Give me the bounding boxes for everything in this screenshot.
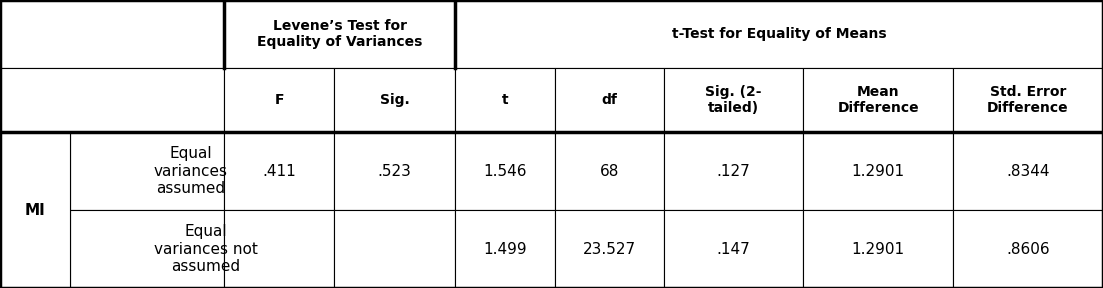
Bar xyxy=(953,210,1103,288)
Text: .8344: .8344 xyxy=(1006,164,1050,179)
Text: Mean
Difference: Mean Difference xyxy=(837,85,919,115)
Bar xyxy=(224,132,334,210)
Bar xyxy=(224,0,456,68)
Bar xyxy=(334,132,456,210)
Text: Sig. (2-
tailed): Sig. (2- tailed) xyxy=(705,85,762,115)
Bar xyxy=(953,132,1103,210)
Bar xyxy=(556,210,664,288)
Bar xyxy=(664,210,803,288)
Bar xyxy=(556,68,664,132)
Text: 23.527: 23.527 xyxy=(583,242,636,257)
Bar xyxy=(456,210,556,288)
Text: t-Test for Equality of Means: t-Test for Equality of Means xyxy=(672,27,887,41)
Bar xyxy=(0,0,224,68)
Text: Sig.: Sig. xyxy=(379,93,409,107)
Bar xyxy=(664,68,803,132)
Text: .147: .147 xyxy=(717,242,750,257)
Bar xyxy=(556,132,664,210)
Bar xyxy=(0,132,71,288)
Bar xyxy=(456,0,1103,68)
Text: Levene’s Test for
Equality of Variances: Levene’s Test for Equality of Variances xyxy=(257,19,422,49)
Bar xyxy=(334,68,456,132)
Bar xyxy=(953,68,1103,132)
Text: .523: .523 xyxy=(377,164,411,179)
Bar xyxy=(224,68,334,132)
Bar xyxy=(803,132,953,210)
Bar xyxy=(224,210,334,288)
Text: 1.499: 1.499 xyxy=(483,242,527,257)
Bar xyxy=(71,132,224,210)
Bar xyxy=(664,132,803,210)
Text: F: F xyxy=(275,93,283,107)
Bar xyxy=(803,210,953,288)
Text: .411: .411 xyxy=(263,164,296,179)
Text: 68: 68 xyxy=(600,164,619,179)
Text: Equal
variances not
assumed: Equal variances not assumed xyxy=(154,224,258,274)
Text: 1.2901: 1.2901 xyxy=(852,164,904,179)
Bar xyxy=(803,68,953,132)
Text: df: df xyxy=(601,93,618,107)
Text: .8606: .8606 xyxy=(1006,242,1050,257)
Text: .127: .127 xyxy=(717,164,750,179)
Text: MI: MI xyxy=(25,203,45,218)
Text: Equal
variances
assumed: Equal variances assumed xyxy=(154,147,228,196)
Text: t: t xyxy=(502,93,508,107)
Bar xyxy=(456,132,556,210)
Bar xyxy=(334,210,456,288)
Bar xyxy=(71,210,224,288)
Bar xyxy=(0,68,224,132)
Text: 1.546: 1.546 xyxy=(483,164,527,179)
Bar xyxy=(456,68,556,132)
Text: 1.2901: 1.2901 xyxy=(852,242,904,257)
Text: Std. Error
Difference: Std. Error Difference xyxy=(987,85,1069,115)
